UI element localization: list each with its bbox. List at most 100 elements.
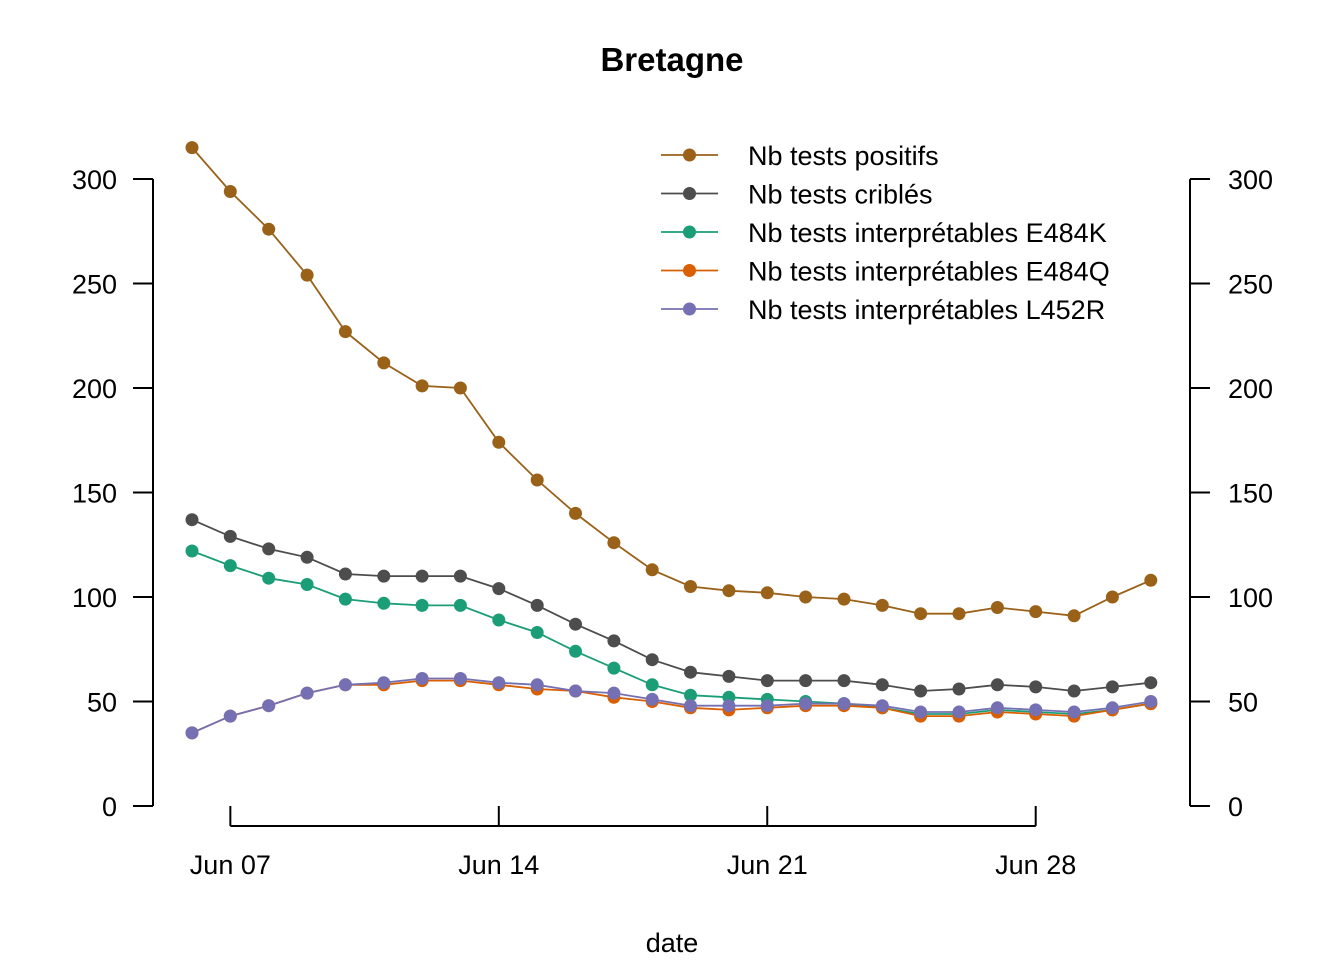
y-tick-label-left: 100 bbox=[72, 583, 117, 613]
series-layer bbox=[185, 141, 1158, 740]
y-tick-label-right: 150 bbox=[1228, 479, 1273, 509]
data-point bbox=[415, 672, 429, 685]
data-point bbox=[1029, 703, 1043, 717]
series-line bbox=[191, 677, 1151, 734]
series-line bbox=[191, 550, 1151, 715]
data-point bbox=[377, 356, 391, 370]
data-point bbox=[338, 678, 352, 692]
data-point bbox=[1105, 590, 1119, 604]
data-point bbox=[569, 617, 582, 631]
data-point bbox=[185, 513, 199, 527]
legend-item: Nb tests interprétables L452R bbox=[661, 295, 1105, 325]
data-point bbox=[569, 644, 582, 658]
data-point bbox=[1144, 676, 1158, 690]
data-point bbox=[645, 563, 659, 577]
legend-label: Nb tests interprétables L452R bbox=[748, 295, 1105, 325]
legend-item: Nb tests criblés bbox=[661, 180, 933, 210]
data-point bbox=[952, 682, 966, 696]
legend-marker bbox=[683, 225, 696, 239]
legend-label: Nb tests positifs bbox=[748, 141, 939, 171]
data-point bbox=[1144, 695, 1158, 708]
data-point bbox=[262, 571, 276, 585]
data-point bbox=[914, 705, 928, 719]
data-point bbox=[1067, 705, 1081, 719]
data-point bbox=[300, 268, 314, 282]
data-point bbox=[760, 674, 774, 688]
legend-marker bbox=[683, 148, 696, 162]
data-point bbox=[684, 580, 697, 593]
data-point bbox=[530, 473, 544, 487]
y-tick-label-right: 250 bbox=[1228, 270, 1273, 300]
data-point bbox=[453, 569, 467, 583]
data-point bbox=[453, 672, 467, 685]
data-point bbox=[760, 699, 774, 713]
data-point bbox=[530, 598, 544, 612]
data-point bbox=[837, 592, 851, 606]
data-point bbox=[990, 701, 1004, 715]
data-point bbox=[875, 598, 889, 612]
series-line bbox=[191, 518, 1151, 692]
data-point bbox=[415, 598, 429, 612]
series-line bbox=[191, 679, 1151, 734]
data-point bbox=[185, 544, 199, 558]
x-axis: Jun 07 Jun 14 Jun 21 Jun 28 bbox=[190, 806, 1076, 880]
data-point bbox=[1067, 609, 1081, 623]
data-point bbox=[300, 686, 314, 700]
y-tick-label-right: 300 bbox=[1228, 165, 1273, 195]
data-point bbox=[530, 626, 544, 639]
x-tick-label: Jun 21 bbox=[727, 850, 808, 880]
data-point bbox=[338, 592, 352, 606]
data-point bbox=[415, 379, 429, 393]
data-point bbox=[223, 529, 237, 543]
data-point bbox=[262, 222, 276, 236]
x-tick-label: Jun 14 bbox=[458, 850, 539, 880]
series-5 bbox=[185, 672, 1158, 740]
legend-item: Nb tests interprétables E484Q bbox=[661, 257, 1110, 287]
y-tick-label-left: 300 bbox=[72, 165, 117, 195]
data-point bbox=[837, 697, 851, 711]
series-1 bbox=[185, 141, 1158, 623]
y-tick-label-right: 50 bbox=[1228, 688, 1258, 718]
data-point bbox=[223, 559, 237, 573]
data-point bbox=[377, 569, 391, 583]
data-point bbox=[569, 506, 582, 520]
y-axis-right: 0 50 100 150 200 250 300 bbox=[1189, 165, 1273, 822]
data-point bbox=[875, 699, 889, 713]
legend-item: Nb tests interprétables E484K bbox=[661, 218, 1107, 248]
legend-marker bbox=[683, 302, 696, 316]
data-point bbox=[875, 678, 889, 692]
data-point bbox=[684, 688, 697, 702]
data-point bbox=[492, 435, 506, 449]
data-point bbox=[185, 726, 199, 740]
data-point bbox=[569, 684, 582, 698]
data-point bbox=[645, 678, 659, 692]
data-point bbox=[415, 569, 429, 583]
data-point bbox=[799, 590, 813, 604]
y-axis-left: 0 50 100 150 200 250 300 bbox=[72, 165, 154, 822]
data-point bbox=[1067, 684, 1081, 698]
y-tick-label-right: 200 bbox=[1228, 374, 1273, 404]
data-point bbox=[300, 578, 314, 591]
data-point bbox=[453, 381, 467, 395]
data-point bbox=[492, 613, 506, 627]
data-point bbox=[722, 669, 736, 683]
data-point bbox=[990, 678, 1004, 692]
data-point bbox=[914, 684, 928, 698]
data-point bbox=[185, 141, 199, 155]
data-point bbox=[377, 676, 391, 690]
data-point bbox=[760, 586, 774, 600]
data-point bbox=[684, 699, 697, 713]
data-point bbox=[1105, 701, 1119, 715]
data-point bbox=[722, 699, 736, 713]
data-point bbox=[377, 596, 391, 610]
data-point bbox=[952, 705, 966, 719]
y-tick-label-right: 0 bbox=[1228, 792, 1243, 822]
data-point bbox=[607, 634, 621, 648]
data-point bbox=[914, 607, 928, 621]
data-point bbox=[300, 550, 314, 564]
data-point bbox=[1029, 605, 1043, 619]
data-point bbox=[453, 598, 467, 612]
data-point bbox=[530, 678, 544, 692]
